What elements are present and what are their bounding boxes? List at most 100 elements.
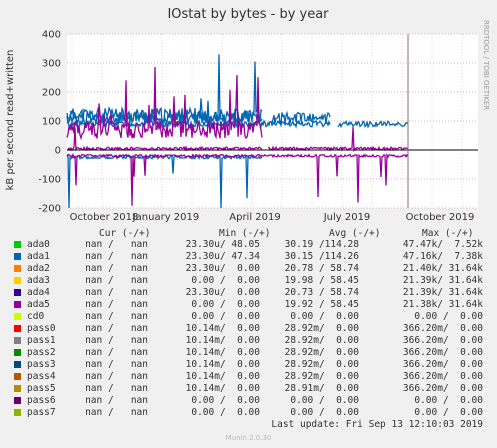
x-tick-label: April 2019 — [229, 212, 280, 223]
legend-avg: 28.92m/ 0.00 — [284, 347, 359, 358]
legend-min: 0.00 / 0.00 — [185, 311, 260, 322]
legend-row: ada3 nan / nan 0.00 / 0.00 19.98 / 58.45 21… — [0, 275, 497, 286]
legend-min: 10.14m/ 0.00 — [185, 359, 260, 370]
legend-cur: nan / nan — [85, 299, 148, 310]
series-lines — [66, 54, 409, 209]
legend-min: 23.30u/ 48.05 — [185, 239, 260, 250]
legend-max: 366.20m/ 0.00 — [402, 335, 483, 346]
legend-swatch — [14, 301, 21, 308]
legend-min: 23.30u/ 0.00 — [185, 263, 260, 274]
header-min: Min (-/+) — [219, 228, 271, 239]
legend-avg: 20.78 / 58.74 — [284, 263, 359, 274]
legend-swatch — [14, 277, 21, 284]
legend-name: pass4 — [27, 371, 56, 382]
legend-avg: 28.92m/ 0.00 — [284, 359, 359, 370]
legend-swatch — [14, 325, 21, 332]
legend-row: pass2 nan / nan 10.14m/ 0.00 28.92m/ 0.00 36… — [0, 347, 497, 358]
legend-name: pass1 — [27, 335, 56, 346]
legend-swatch — [14, 313, 21, 320]
series-line — [66, 119, 409, 129]
legend-min: 10.14m/ 0.00 — [185, 383, 260, 394]
legend-cur: nan / nan — [85, 335, 148, 346]
legend-min: 10.14m/ 0.00 — [185, 335, 260, 346]
x-tick-label: October 2018 — [70, 212, 139, 223]
legend-cur: nan / nan — [85, 383, 148, 394]
legend-name: pass2 — [27, 347, 56, 358]
legend-max: 0.00 / 0.00 — [402, 407, 483, 418]
legend-swatch — [14, 409, 21, 416]
legend-row: pass0 nan / nan 10.14m/ 0.00 28.92m/ 0.00 36… — [0, 323, 497, 334]
legend-row: pass5 nan / nan 10.14m/ 0.00 28.91m/ 0.00 36… — [0, 383, 497, 394]
x-tick-label: October 2019 — [406, 212, 475, 223]
legend-avg: 28.92m/ 0.00 — [284, 371, 359, 382]
legend-max: 366.20m/ 0.00 — [402, 323, 483, 334]
legend-avg: 19.98 / 58.45 — [284, 275, 359, 286]
legend-row: ada5 nan / nan 0.00 / 0.00 19.92 / 58.45 21… — [0, 299, 497, 310]
y-tick-labels: 400 300 200 100 0 -100 -200 — [38, 30, 61, 215]
legend-row: pass3 nan / nan 10.14m/ 0.00 28.92m/ 0.00 36… — [0, 359, 497, 370]
legend-row: ada0 nan / nan 23.30u/ 48.05 30.19 /114.28 4… — [0, 239, 497, 250]
legend-cur: nan / nan — [85, 407, 148, 418]
legend-max: 21.40k/ 31.64k — [402, 263, 483, 274]
y-tick-label: 100 — [42, 117, 61, 128]
legend-cur: nan / nan — [85, 371, 148, 382]
legend-avg: 28.91m/ 0.00 — [284, 383, 359, 394]
legend-swatch — [14, 289, 21, 296]
legend-cur: nan / nan — [85, 311, 148, 322]
legend-cur: nan / nan — [85, 263, 148, 274]
legend-max: 47.47k/ 7.52k — [402, 239, 483, 250]
x-tick-label: July 2019 — [323, 212, 371, 223]
legend-swatch — [14, 253, 21, 260]
legend-avg: 0.00 / 0.00 — [284, 407, 359, 418]
legend-name: ada3 — [27, 275, 50, 286]
legend-name: pass0 — [27, 323, 56, 334]
chart-title: IOstat by bytes - by year — [167, 7, 329, 22]
legend-name: pass5 — [27, 383, 56, 394]
legend-min: 10.14m/ 0.00 — [185, 323, 260, 334]
series-line — [66, 66, 263, 141]
legend-min: 0.00 / 0.00 — [185, 275, 260, 286]
legend-swatch — [14, 361, 21, 368]
legend-name: cd0 — [27, 311, 45, 322]
legend-header: Cur (-/+) Min (-/+) Avg (-/+) Max (-/+) — [0, 228, 497, 239]
legend-row: cd0 nan / nan 0.00 / 0.00 0.00 / 0.00 0.0… — [0, 311, 497, 322]
legend-swatch — [14, 373, 21, 380]
legend-max: 47.16k/ 7.38k — [402, 251, 483, 262]
y-axis-label: kB per second read+written — [5, 50, 16, 191]
legend-min: 10.14m/ 0.00 — [185, 347, 260, 358]
legend-avg: 19.92 / 58.45 — [284, 299, 359, 310]
legend-min: 0.00 / 0.00 — [185, 395, 260, 406]
legend-max: 21.38k/ 31.64k — [402, 299, 483, 310]
legend-row: pass6 nan / nan 0.00 / 0.00 0.00 / 0.00 0… — [0, 395, 497, 406]
header-avg: Avg (-/+) — [329, 228, 381, 239]
legend-min: 10.14m/ 0.00 — [185, 371, 260, 382]
legend-avg: 0.00 / 0.00 — [284, 311, 359, 322]
legend-min: 23.30u/ 47.34 — [185, 251, 260, 262]
y-tick-label: -200 — [38, 204, 61, 215]
legend-cur: nan / nan — [85, 359, 148, 370]
legend-row: pass4 nan / nan 10.14m/ 0.00 28.92m/ 0.00 36… — [0, 371, 497, 382]
legend-row: ada4 nan / nan 23.30u/ 0.00 20.73 / 58.74 21… — [0, 287, 497, 298]
legend-avg: 20.73 / 58.74 — [284, 287, 359, 298]
legend-swatch — [14, 337, 21, 344]
legend-swatch — [14, 265, 21, 272]
legend-cur: nan / nan — [85, 287, 148, 298]
legend-name: ada2 — [27, 263, 50, 274]
y-tick-label: -100 — [38, 175, 61, 186]
last-update: Last update: Fri Sep 13 12:10:03 2019 — [271, 419, 483, 430]
legend-swatch — [14, 241, 21, 248]
legend-name: pass6 — [27, 395, 56, 406]
legend-max: 21.39k/ 31.64k — [402, 275, 483, 286]
munin-version: Munin 2.0.30 — [225, 434, 272, 442]
legend-avg: 28.92m/ 0.00 — [284, 323, 359, 334]
rrdtool-credit: RRDTOOL / TOBI OETIKER — [482, 20, 490, 110]
legend-avg: 30.15 /114.26 — [284, 251, 359, 262]
series-line — [66, 152, 409, 206]
legend-swatch — [14, 397, 21, 404]
x-tick-label: January 2019 — [132, 212, 200, 223]
legend-cur: nan / nan — [85, 323, 148, 334]
legend-row: pass7 nan / nan 0.00 / 0.00 0.00 / 0.00 0… — [0, 407, 497, 418]
legend-cur: nan / nan — [85, 251, 148, 262]
